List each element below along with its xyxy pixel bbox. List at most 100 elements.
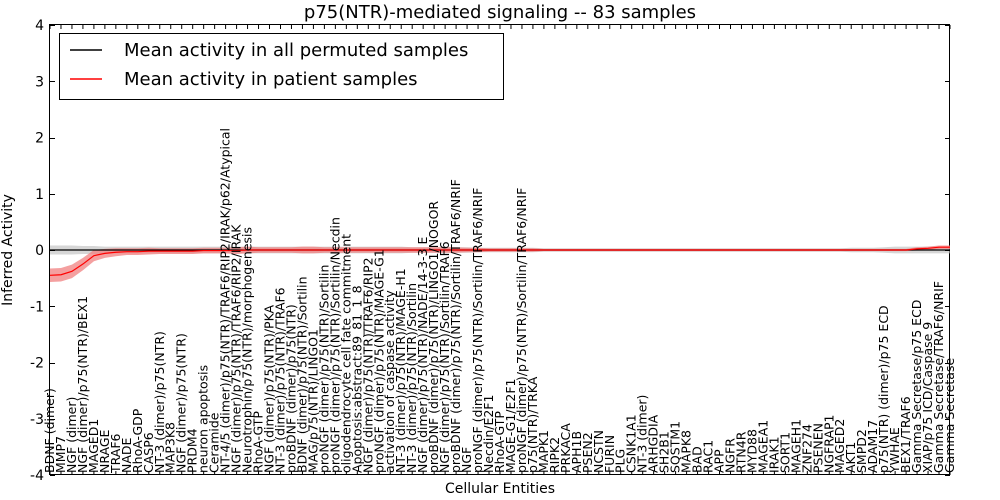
entity-label: RIPK2 <box>547 437 562 473</box>
y-tick-label: 2 <box>35 131 44 147</box>
entity-label: Gamma Secretase/p75 ECD <box>909 300 924 473</box>
entity-label: MAPK1 <box>536 430 551 473</box>
y-tick-label: -4 <box>30 468 44 484</box>
entity-label: BDNF (dimer) <box>42 388 57 473</box>
entity-label: NT-3 (dimer)/p75(NTR)/Sortilin <box>404 283 419 473</box>
entity-label: Neurotrophin/p75(NTR)/morphogenesis <box>240 227 255 473</box>
entity-label: RTN4R <box>733 431 748 473</box>
y-tick-label: 4 <box>35 18 44 34</box>
entity-label: NGF <box>459 447 474 473</box>
entity-label: NT-3 (dimer)/p75(NTR) <box>152 331 167 473</box>
entity-label: NGF (dimer)/p75(NTR)/BEX1 <box>75 296 90 473</box>
entity-label: RhoA-GTP <box>492 411 507 473</box>
entity-label: PSEN2 <box>580 432 595 473</box>
patient-mean-line <box>49 246 950 276</box>
y-tick-label: 0 <box>35 243 44 259</box>
entity-label: proNGF (dimer)/p75(NTR)/MAGE-G1 <box>371 249 386 473</box>
y-tick-label: -1 <box>30 299 44 315</box>
y-tick-label: -2 <box>30 356 44 372</box>
entity-label: YWHAE <box>887 427 902 474</box>
entity-label: SORT1 <box>777 432 792 473</box>
entity-label: RhoA-GTP <box>251 411 266 473</box>
series-lines <box>49 246 950 276</box>
entity-label: PRDM4 <box>185 428 200 473</box>
entity-label: Necdin/E2F1 <box>481 395 496 473</box>
y-axis-ticks: -4 -3 -2 -1 0 1 2 3 4 <box>30 18 950 484</box>
y-tick-label: 1 <box>35 187 44 203</box>
entity-label: Apoptosis:abstract:89_81_1_8 <box>349 285 364 473</box>
entity-label: MAP3K8 <box>163 422 178 473</box>
entity-label: MAG/p75(NTR)/LINGO1 <box>305 329 320 473</box>
entity-label: ARHGDIA <box>646 414 661 473</box>
entity-label: NGF (dimer)/p75(NTR)/Sortilin/TRAF6 <box>437 241 452 473</box>
x-axis-title: Cellular Entities <box>445 481 555 497</box>
entity-label: NT-3 (dimer) <box>635 395 650 473</box>
entity-label: SMPD2 <box>854 429 869 473</box>
x-axis-ticks <box>49 25 951 475</box>
entity-label: oligodendrocyte cell fate commitment <box>338 234 353 473</box>
entity-label: activation of caspase activity <box>382 290 397 473</box>
entity-label: APP <box>712 449 727 473</box>
entity-label: TRAF6 <box>108 433 123 474</box>
entity-label: CSNK1A1 <box>624 414 639 473</box>
legend-patient-label: Mean activity in patient samples <box>124 69 418 90</box>
entity-label: NGFR <box>722 438 737 473</box>
entity-label: CASP6 <box>141 432 156 473</box>
entity-label: neuron apoptosis <box>196 365 211 473</box>
entity-label: MAGED1 <box>86 419 101 473</box>
entity-label: MAGED2 <box>832 419 847 473</box>
entity-label: NT-3 (dimer)/p75(NTR)/MAGE-H1 <box>393 268 408 473</box>
entity-label: Ceramide <box>207 412 222 473</box>
entity-label: RAC1 <box>701 440 716 473</box>
entity-label: BDNF (dimer)/p75(NTR)/Sortilin <box>294 276 309 473</box>
entity-label: NGF (dimer)/p75(NTR)/TRAF6/RIP2 <box>360 257 375 473</box>
entity-label: ADAM17 <box>865 420 880 473</box>
entity-label: Gamma Secretase <box>942 358 957 473</box>
entity-label: NT-3 (dimer)/p75(NTR)/TRAF6 <box>272 287 287 473</box>
entity-label: Gamma Secretase/TRAF6/NRIF <box>931 281 946 473</box>
entity-label: proNGF (dimer)/p75(NTR)/Sortilin/TRAF6/N… <box>514 188 529 473</box>
entity-label: MAGE-G1/E2F1 <box>503 378 518 473</box>
entity-label: NGF (dimer)/p75(NTR)/PKA <box>262 304 277 473</box>
chart-title: p75(NTR)-mediated signaling -- 83 sample… <box>304 2 696 23</box>
entity-label: NGF (dimer) <box>64 397 79 473</box>
entity-label: proNGF (dimer)/p75(NTR)/Sortilin/Necdin <box>327 217 342 473</box>
entity-label: NADE <box>119 437 134 473</box>
entity-label: p75(NTR) (dimer)/p75 ECD <box>876 305 891 473</box>
entity-label: BAD <box>690 446 705 473</box>
entity-label: IRAK1 <box>766 436 781 473</box>
patient-band <box>50 245 950 283</box>
entity-label: BEX1/TRAF6 <box>898 396 913 473</box>
entity-label: RhoA-GDP <box>130 408 145 473</box>
entity-label: MAGEA1 <box>755 420 770 473</box>
y-axis-title: Inferred Activity <box>0 194 16 306</box>
legend-permuted-label: Mean activity in all permuted samples <box>124 40 468 61</box>
entity-label: AKT1 <box>843 442 858 473</box>
entity-label: ZNF274 <box>799 424 814 473</box>
entity-label: proBDNF (dimer)/p75(NTR)/Sortilin/TRAF6/… <box>448 179 463 473</box>
entity-label: NGF (dimer)/p75(NTR)/NADE/14-3-3 E <box>415 237 430 473</box>
y-tick-label: 3 <box>35 74 44 90</box>
legend-box <box>59 33 504 100</box>
entity-label: XIAP/p75 ICD/Caspase 9 <box>920 322 935 473</box>
entity-label: MAPK8 <box>679 430 694 473</box>
entity-label: p75(NTR)/TRKA <box>525 376 540 473</box>
entity-label: SH2B1 <box>657 431 672 473</box>
entity-label: MYD88 <box>744 429 759 473</box>
entity-label: PRKACA <box>558 423 573 473</box>
entity-label: NRAGE <box>97 429 112 473</box>
entity-label: PSENEN <box>810 423 825 473</box>
entity-label: NCSTN <box>591 430 606 473</box>
entity-label: proNGF (dimer)/p75(NTR)/Sortilin/TRAF6/N… <box>470 188 485 473</box>
y-tick-label: -3 <box>30 412 44 428</box>
entity-label: NGFRAP1 <box>821 415 836 473</box>
entity-label: proBDNF (dimer)/p75(NTR)/LINGO1/NOGOR <box>426 201 441 473</box>
entity-label: NT-4/5 (dimer)/p75(NTR)/TRAF6/RIP2/IRAK/… <box>218 128 233 473</box>
entity-label: proBDNF (dimer)/p75(NTR) <box>283 304 298 473</box>
entity-label: NGF (dimer)/p75(NTR)/TRAF6/RIP2/IRAK <box>229 224 244 473</box>
entity-label: MAGEH1 <box>788 419 803 473</box>
entity-label: FURIN <box>602 435 617 473</box>
entity-label: NGF (dimer)/p75(NTR) <box>174 333 189 473</box>
